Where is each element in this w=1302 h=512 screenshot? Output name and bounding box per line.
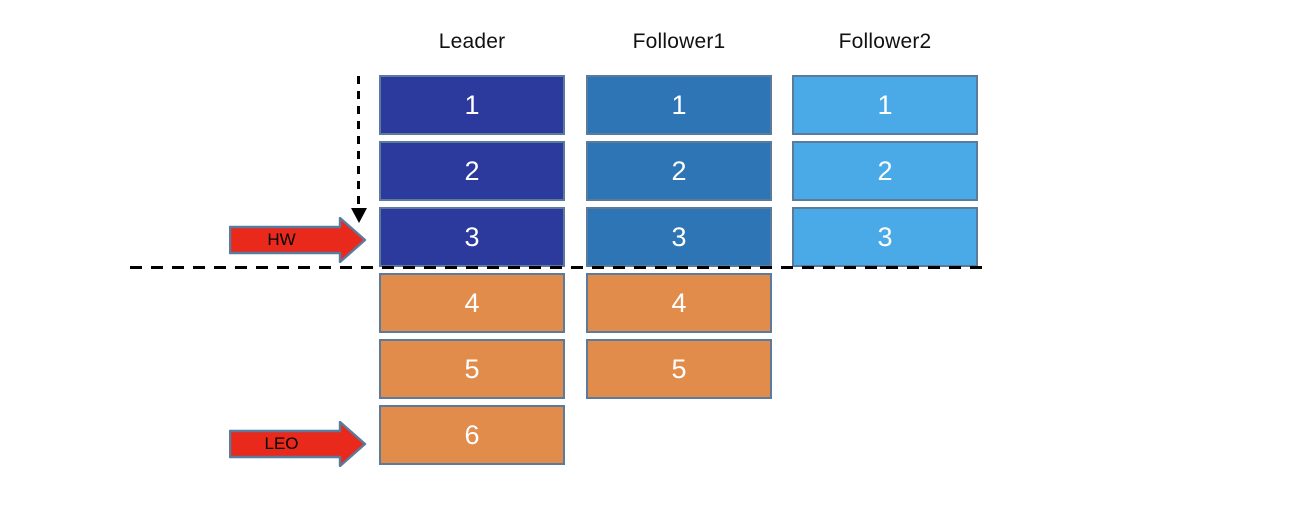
leader-block-4: 4 <box>379 273 565 333</box>
follower1-block-4: 4 <box>586 273 772 333</box>
hw-marker-label: HW <box>267 230 296 249</box>
right-arrow-icon <box>229 421 367 467</box>
leo-marker-arrow: LEO <box>229 421 367 467</box>
leo-marker-label: LEO <box>264 434 299 453</box>
follower1-column-header: Follower1 <box>632 30 726 53</box>
fetch-progress-dashed-arrow <box>357 76 360 208</box>
leader-block-5: 5 <box>379 339 565 399</box>
follower2-block-2: 2 <box>792 141 978 201</box>
follower2-block-1: 1 <box>792 75 978 135</box>
follower1-block-5: 5 <box>586 339 772 399</box>
follower1-log-column: 1 2 3 4 5 <box>586 75 772 405</box>
follower1-block-1: 1 <box>586 75 772 135</box>
right-arrow-icon <box>229 217 367 263</box>
follower2-column-header: Follower2 <box>838 30 932 53</box>
leader-block-3: 3 <box>379 207 565 267</box>
follower2-block-3: 3 <box>792 207 978 267</box>
follower1-block-3: 3 <box>586 207 772 267</box>
leader-block-6: 6 <box>379 405 565 465</box>
high-watermark-dashed-line <box>130 266 990 269</box>
follower2-log-column: 1 2 3 <box>792 75 978 273</box>
follower1-block-2: 2 <box>586 141 772 201</box>
leader-log-column: 1 2 3 4 5 6 <box>379 75 565 471</box>
leader-block-1: 1 <box>379 75 565 135</box>
leader-column-header: Leader <box>438 30 506 53</box>
down-arrowhead-icon <box>351 208 367 223</box>
hw-marker-arrow: HW <box>229 217 367 263</box>
leader-block-2: 2 <box>379 141 565 201</box>
